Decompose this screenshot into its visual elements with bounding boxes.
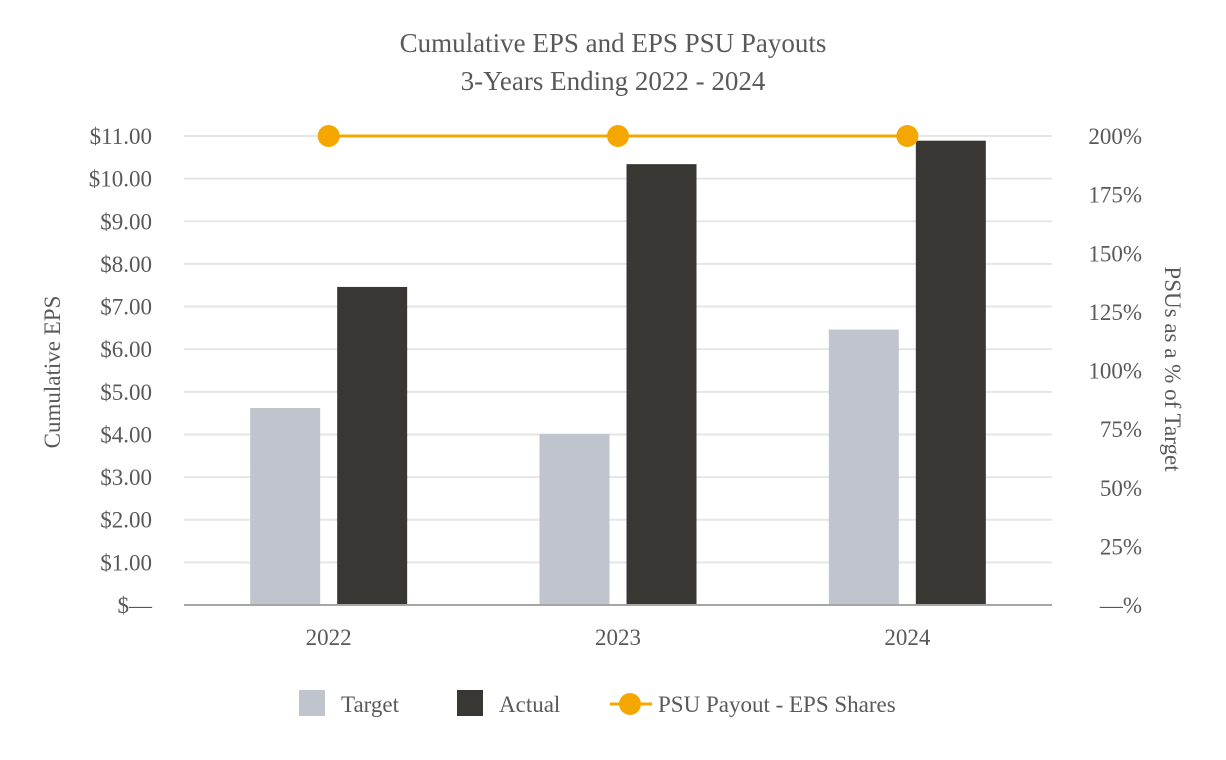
y-tick-label: $9.00 xyxy=(100,209,152,234)
y-tick-label: $8.00 xyxy=(100,252,152,277)
legend-swatch-target xyxy=(299,690,325,716)
payout-line-series xyxy=(317,125,919,147)
y-axis-title: Cumulative EPS xyxy=(40,296,65,449)
y2-tick-label: —% xyxy=(1099,593,1142,618)
y-tick-label: $3.00 xyxy=(100,465,152,490)
legend: Target Actual PSU Payout - EPS Shares xyxy=(299,690,896,717)
y-tick-label: $1.00 xyxy=(100,550,152,575)
y-tick-label: $2.00 xyxy=(100,508,152,533)
legend-label-actual: Actual xyxy=(499,692,560,717)
legend-label-target: Target xyxy=(341,692,400,717)
y-tick-label: $10.00 xyxy=(89,167,152,192)
y2-tick-label: 150% xyxy=(1088,241,1142,266)
y2-tick-label: 25% xyxy=(1100,534,1142,559)
y2-axis-ticks: —% 25% 50% 75% 100% 125% 150% 175% 200% xyxy=(1088,124,1142,618)
chart-subtitle: 3-Years Ending 2022 - 2024 xyxy=(461,66,766,96)
payout-marker-2024 xyxy=(896,125,919,147)
bar-target-2022 xyxy=(250,408,321,605)
bar-actual-2022 xyxy=(337,286,408,605)
bar-actual-2024 xyxy=(915,140,986,605)
y-tick-label: $4.00 xyxy=(100,422,152,447)
y2-tick-label: 100% xyxy=(1088,359,1142,384)
y2-tick-label: 125% xyxy=(1088,300,1142,325)
bar-target-2024 xyxy=(828,329,899,605)
y2-tick-label: 50% xyxy=(1100,476,1142,501)
y2-tick-label: 75% xyxy=(1100,417,1142,442)
y-tick-label: $6.00 xyxy=(100,337,152,362)
y-tick-label: $11.00 xyxy=(90,124,152,149)
chart-title: Cumulative EPS and EPS PSU Payouts xyxy=(400,28,827,58)
x-tick-label: 2022 xyxy=(306,625,352,650)
legend-label-payout: PSU Payout - EPS Shares xyxy=(658,692,896,717)
legend-swatch-payout-marker xyxy=(619,693,641,715)
y-axis-ticks: $— $1.00 $2.00 $3.00 $4.00 $5.00 $6.00 $7.00 $8.… xyxy=(89,124,153,618)
bar-target-2023 xyxy=(539,434,610,605)
y-tick-label: $— xyxy=(118,593,154,618)
y-tick-label: $7.00 xyxy=(100,295,152,320)
x-tick-label: 2024 xyxy=(884,625,931,650)
bars xyxy=(250,140,986,605)
payout-marker-2022 xyxy=(317,125,340,147)
y2-tick-label: 175% xyxy=(1088,183,1142,208)
legend-swatch-actual xyxy=(457,690,483,716)
y2-axis-title: PSUs as a % of Target xyxy=(1160,266,1185,472)
x-tick-label: 2023 xyxy=(595,625,641,650)
payout-marker-2023 xyxy=(607,125,629,147)
bar-actual-2023 xyxy=(626,164,697,605)
y2-tick-label: 200% xyxy=(1088,124,1142,149)
y-tick-label: $5.00 xyxy=(100,380,152,405)
x-axis-ticks: 2022 2023 2024 xyxy=(306,625,931,650)
